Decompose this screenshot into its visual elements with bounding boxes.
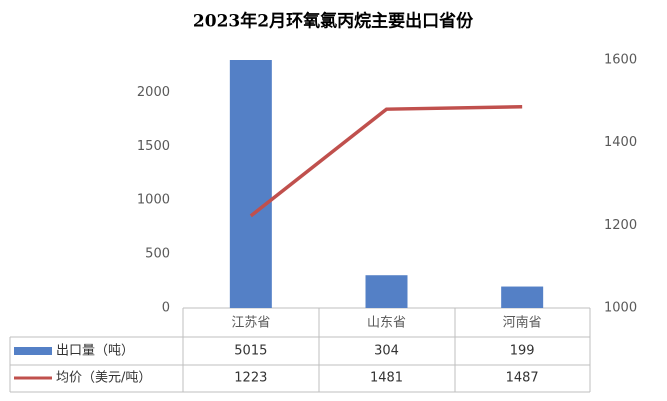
y2-tick-label: 1400 xyxy=(604,135,637,150)
y-tick-label: 0 xyxy=(162,301,170,316)
legend-label: 均价（美元/吨） xyxy=(56,371,151,386)
y-tick-label: 2000 xyxy=(137,85,170,100)
bar xyxy=(365,275,408,308)
chart-title: 2023年2月环氧氯丙烷主要出口省份 xyxy=(193,11,474,32)
table-cell: 1223 xyxy=(234,371,267,386)
y2-tick-label: 1600 xyxy=(604,53,637,68)
table-cell: 1487 xyxy=(506,371,539,386)
legend-key xyxy=(14,347,52,355)
table-cell: 5015 xyxy=(234,344,267,359)
y-tick-label: 1000 xyxy=(137,193,170,208)
x-tick-label: 河南省 xyxy=(503,315,542,331)
y2-tick-label: 1200 xyxy=(604,218,637,233)
y-tick-label: 1500 xyxy=(137,139,170,154)
table-cell: 304 xyxy=(374,344,399,359)
bar xyxy=(501,286,544,308)
y2-tick-label: 1000 xyxy=(604,301,637,316)
table-cell: 199 xyxy=(510,344,535,359)
legend-label: 出口量（吨） xyxy=(56,344,134,359)
x-tick-label: 江苏省 xyxy=(231,315,270,331)
y-tick-label: 500 xyxy=(145,247,170,262)
table-cell: 1481 xyxy=(370,371,403,386)
x-tick-label: 山东省 xyxy=(367,316,406,331)
plot-area xyxy=(229,60,544,308)
line xyxy=(249,104,523,218)
bar xyxy=(229,60,272,308)
